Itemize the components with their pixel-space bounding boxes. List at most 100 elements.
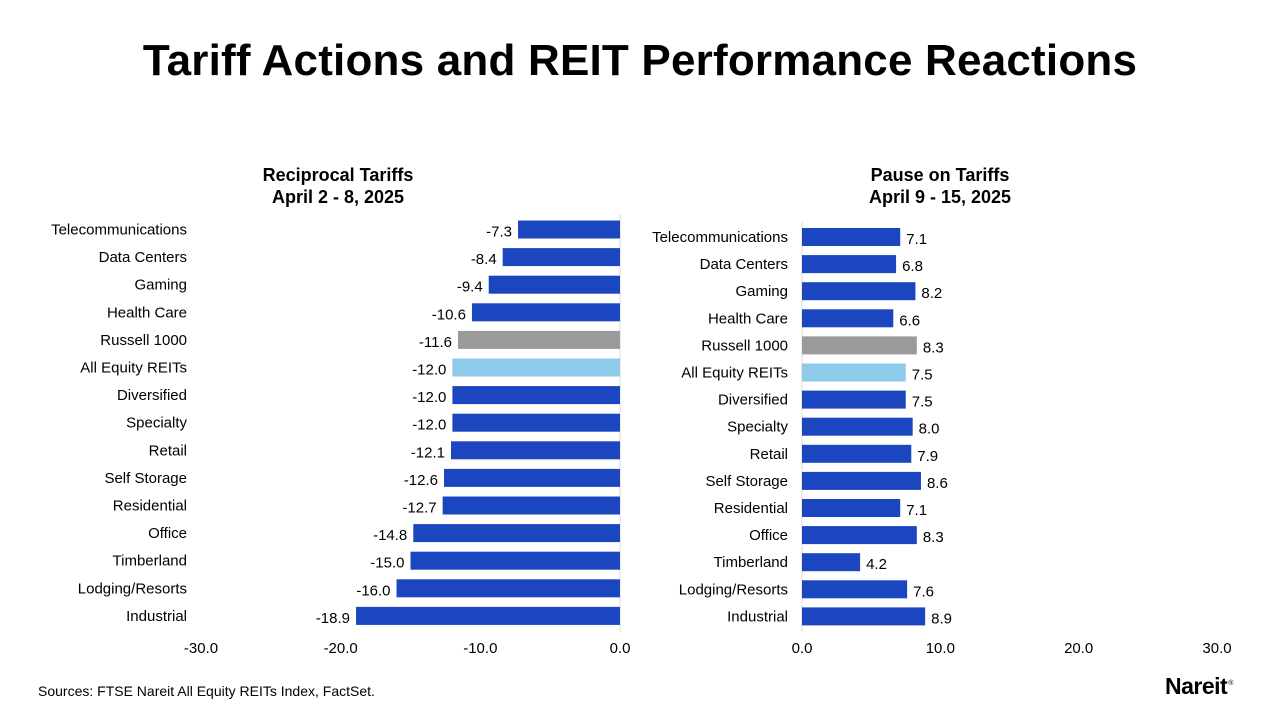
bar	[802, 255, 897, 274]
category-label: Telecommunications	[51, 222, 187, 239]
bar	[802, 607, 926, 626]
tick-label: 0.0	[610, 640, 631, 657]
category-label: All Equity REITs	[80, 360, 187, 377]
logo-registered-mark: ®	[1228, 680, 1233, 688]
category-label: Industrial	[126, 608, 187, 625]
category-label: Industrial	[727, 608, 788, 625]
data-label: -10.6	[432, 306, 466, 323]
tick-label: -10.0	[463, 640, 497, 657]
data-label: -12.0	[412, 362, 446, 379]
category-label: Data Centers	[99, 249, 187, 266]
bar	[457, 330, 620, 349]
data-label: 7.6	[913, 583, 934, 600]
bar	[452, 413, 620, 432]
bar	[356, 606, 620, 625]
chart-subtitle: April 2 - 8, 2025	[272, 187, 404, 207]
category-label: Lodging/Resorts	[78, 580, 187, 597]
bar	[452, 358, 620, 377]
data-label: 8.6	[927, 475, 948, 492]
bar	[502, 248, 620, 267]
bar	[471, 303, 620, 322]
nareit-logo: Nareit®	[1165, 673, 1233, 700]
bar	[802, 390, 906, 409]
data-label: -11.6	[419, 334, 452, 351]
bar	[452, 386, 620, 405]
category-label: Retail	[149, 442, 187, 459]
category-label: Diversified	[117, 387, 187, 404]
logo-text: Nareit	[1165, 673, 1228, 699]
chart-title: Pause on Tariffs	[871, 165, 1010, 185]
category-label: Russell 1000	[100, 332, 187, 349]
data-label: 8.9	[931, 610, 952, 627]
tick-label: 0.0	[792, 640, 813, 657]
bar	[802, 553, 861, 572]
category-label: Retail	[750, 446, 788, 463]
bar	[518, 220, 620, 239]
category-label: Office	[148, 525, 187, 542]
bar	[413, 524, 620, 543]
bar	[802, 471, 921, 490]
data-label: 7.9	[917, 448, 938, 465]
data-label: -12.7	[402, 500, 436, 517]
data-label: 7.1	[906, 502, 927, 519]
bar	[802, 580, 908, 599]
tick-label: 30.0	[1202, 640, 1231, 657]
data-label: 8.3	[923, 529, 944, 546]
bar	[802, 444, 912, 463]
tick-label: -20.0	[324, 640, 358, 657]
bar	[802, 526, 917, 545]
data-label: -7.3	[486, 224, 512, 241]
bar	[802, 499, 901, 517]
data-label: 7.5	[912, 394, 933, 411]
bar	[396, 579, 620, 598]
data-label: -12.0	[412, 417, 446, 434]
bar	[802, 363, 906, 382]
category-label: Diversified	[718, 392, 788, 409]
data-label: -12.6	[404, 472, 438, 489]
tick-label: -30.0	[184, 640, 218, 657]
bar	[802, 282, 916, 301]
tick-label: 20.0	[1064, 640, 1093, 657]
category-label: Russell 1000	[701, 337, 788, 354]
data-label: 6.8	[902, 258, 923, 275]
tick-label: 10.0	[926, 640, 955, 657]
category-label: Timberland	[113, 553, 187, 570]
data-label: 8.2	[921, 285, 942, 302]
data-label: 7.5	[912, 367, 933, 384]
category-label: Health Care	[107, 304, 187, 321]
bar	[451, 441, 620, 460]
category-label: Health Care	[708, 310, 788, 327]
category-label: Telecommunications	[652, 229, 788, 246]
bar	[410, 551, 620, 570]
category-label: Data Centers	[700, 256, 788, 273]
category-label: All Equity REITs	[681, 365, 788, 382]
bar	[802, 336, 917, 355]
chart-subtitle: April 9 - 15, 2025	[869, 187, 1011, 207]
data-label: -14.8	[373, 527, 407, 544]
data-label: 8.3	[923, 339, 944, 356]
page-title: Tariff Actions and REIT Performance Reac…	[142, 36, 1138, 85]
category-label: Residential	[714, 500, 788, 517]
category-label: Gaming	[134, 277, 187, 294]
chart-title: Reciprocal Tariffs	[263, 165, 414, 185]
category-label: Office	[749, 527, 788, 544]
data-label: 4.2	[866, 556, 887, 573]
bar	[802, 417, 913, 436]
source-note: Sources: FTSE Nareit All Equity REITs In…	[38, 683, 375, 699]
data-label: -12.0	[412, 389, 446, 406]
data-label: 8.0	[919, 421, 940, 438]
category-label: Gaming	[735, 283, 788, 300]
bar	[488, 275, 620, 294]
data-label: 7.1	[906, 231, 927, 248]
category-label: Specialty	[126, 415, 187, 432]
data-label: -15.0	[370, 555, 404, 572]
category-label: Residential	[113, 498, 187, 515]
data-label: -8.4	[471, 251, 497, 268]
data-label: -18.9	[316, 610, 350, 627]
data-label: -16.0	[356, 582, 390, 599]
data-label: -12.1	[411, 444, 445, 461]
bar	[442, 496, 620, 515]
category-label: Timberland	[714, 554, 788, 571]
bar	[802, 309, 894, 328]
